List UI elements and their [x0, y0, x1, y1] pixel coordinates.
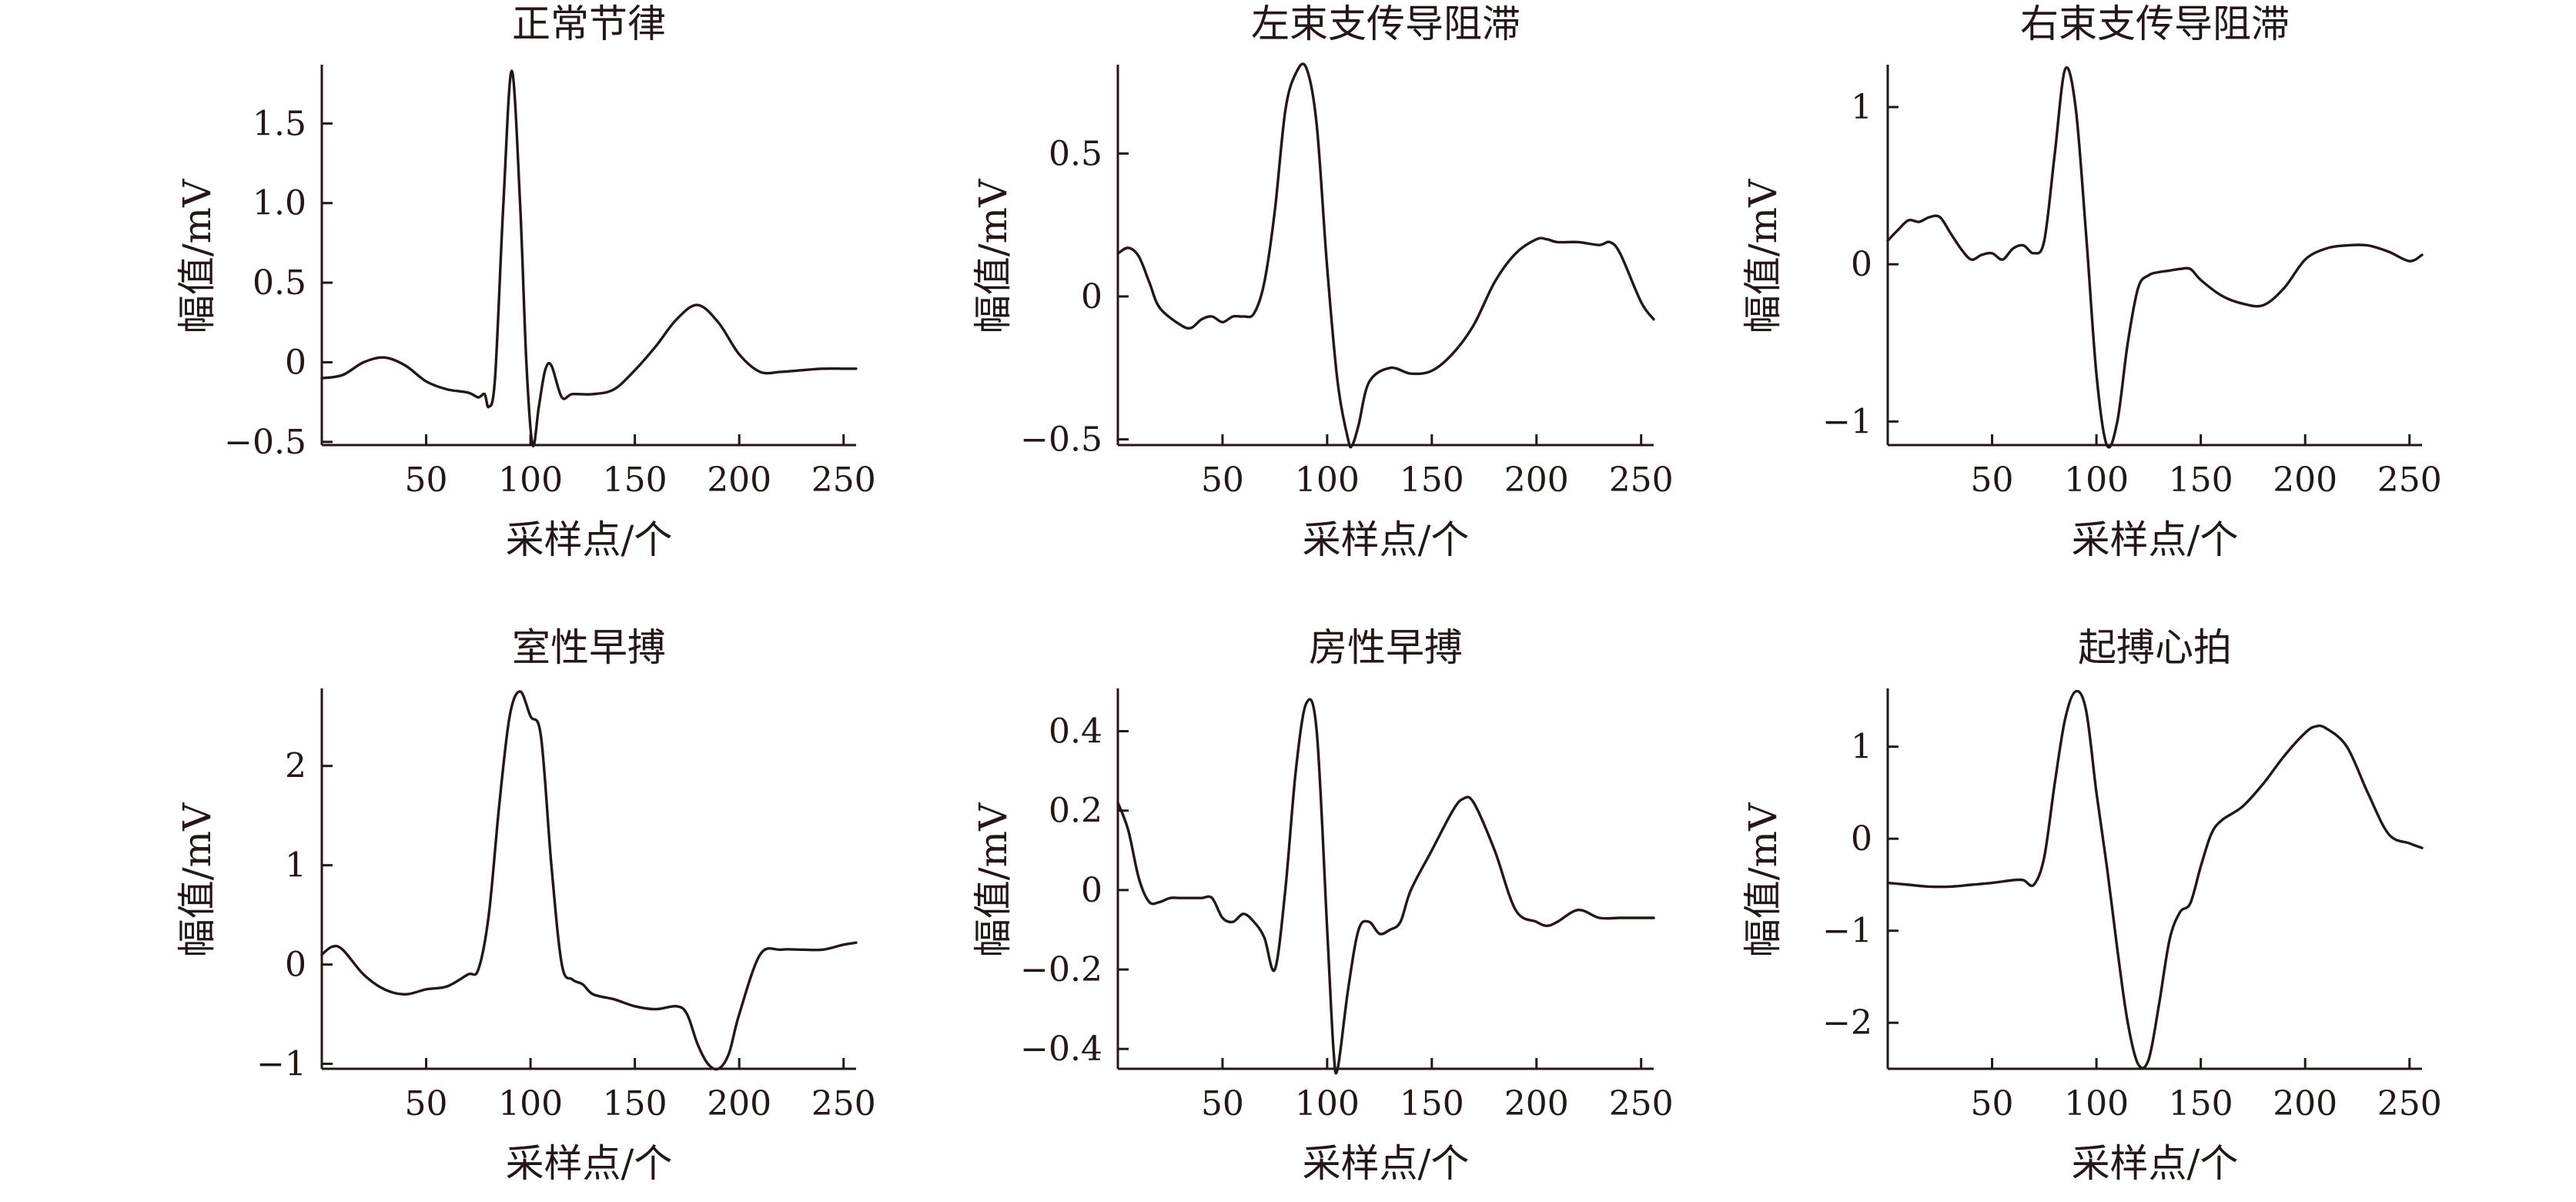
y-tick-label: −0.5	[224, 423, 306, 462]
x-axis-label: 采样点/个	[506, 517, 673, 562]
chart-panel-3: 右束支传导阻滞 50 100 150 200 250 −1 0 1 采样点/个 幅值/mV	[1741, 2, 2442, 562]
y-tick-label: 0.5	[1049, 134, 1102, 173]
y-tick-label: 1	[1851, 88, 1872, 127]
y-axis-label: 幅值/mV	[1741, 802, 1785, 957]
x-tick-label: 150	[1400, 1084, 1464, 1123]
y-tick-label: 0	[285, 343, 306, 382]
ecg-trace-line	[320, 69, 858, 448]
ecg-trace-line	[1886, 689, 2424, 1070]
x-tick-label: 50	[405, 1084, 448, 1123]
x-tick-label: 200	[707, 1084, 771, 1123]
y-tick-label: 1	[285, 846, 306, 886]
x-tick-label: 150	[603, 1084, 667, 1123]
ecg-trace-line	[1886, 66, 2424, 449]
y-tick-label: 0	[285, 946, 306, 985]
y-tick-label: −2	[1822, 1003, 1872, 1043]
chart-panel-1: 正常节律 50 100 150 200 250 −0.5 0 0.5 1.0 1.5 采样点/个 幅值/…	[175, 2, 876, 562]
y-tick-label: −1	[1822, 912, 1872, 951]
x-axis-label: 采样点/个	[2072, 1141, 2239, 1186]
x-tick-label: 50	[405, 460, 448, 500]
chart-panel-2: 左束支传导阻滞 50 100 150 200 250 −0.5 0 0.5 采样点/个 幅值/mV	[971, 2, 1674, 562]
x-axis-label: 采样点/个	[1303, 517, 1470, 562]
x-tick-label: 200	[2273, 460, 2337, 500]
chart-panel-5: 房性早搏 50 100 150 200 250 −0.4 −0.2 0 0.2 0.4 采样点/个 幅值…	[971, 625, 1674, 1186]
y-axis-label: 幅值/mV	[971, 802, 1015, 957]
ecg-trace-line	[1116, 698, 1655, 1075]
chart-title: 正常节律	[512, 2, 666, 46]
x-tick-label: 50	[1971, 460, 2014, 500]
chart-panel-4: 室性早搏 50 100 150 200 250 −1 0 1 2 采样点/个 幅值/mV	[175, 625, 876, 1186]
x-tick-label: 150	[2169, 460, 2233, 500]
chart-title: 房性早搏	[1309, 625, 1463, 670]
x-axis-label: 采样点/个	[2072, 517, 2239, 562]
chart-panel-6: 起搏心拍 50 100 150 200 250 −2 −1 0 1 采样点/个 幅值/mV	[1741, 625, 2442, 1186]
x-tick-label: 100	[1295, 460, 1360, 500]
y-tick-label: 1.0	[253, 184, 306, 223]
chart-title: 左束支传导阻滞	[1251, 2, 1521, 46]
x-tick-label: 150	[2169, 1084, 2233, 1123]
y-axis-label: 幅值/mV	[175, 179, 219, 333]
y-tick-label: 0.4	[1049, 712, 1102, 752]
x-tick-label: 200	[1504, 460, 1569, 500]
y-axis-label: 幅值/mV	[971, 179, 1015, 333]
x-tick-label: 250	[1609, 1084, 1674, 1123]
y-tick-label: 1.5	[253, 104, 306, 143]
y-tick-label: 0	[1851, 819, 1872, 859]
x-axis-label: 采样点/个	[1303, 1141, 1470, 1186]
y-axis-label: 幅值/mV	[175, 802, 219, 957]
y-tick-label: 1	[1851, 728, 1872, 767]
x-tick-label: 50	[1201, 460, 1244, 500]
x-tick-label: 50	[1971, 1084, 2014, 1123]
x-tick-label: 250	[811, 1084, 876, 1123]
y-tick-label: 2	[285, 747, 306, 786]
x-tick-label: 250	[811, 460, 876, 500]
x-tick-label: 100	[2064, 460, 2129, 500]
x-tick-label: 200	[2273, 1084, 2337, 1123]
y-tick-label: 0.5	[253, 263, 306, 303]
x-tick-label: 250	[2377, 1084, 2442, 1123]
x-tick-label: 100	[2064, 1084, 2129, 1123]
y-tick-label: 0	[1081, 277, 1102, 316]
y-tick-label: 0.2	[1049, 792, 1102, 831]
y-axis-label: 幅值/mV	[1741, 179, 1785, 333]
ecg-trace-line	[320, 690, 858, 1071]
x-tick-label: 100	[498, 460, 563, 500]
x-tick-label: 200	[1504, 1084, 1569, 1123]
x-tick-label: 150	[1400, 460, 1464, 500]
y-tick-label: −0.4	[1020, 1030, 1102, 1069]
x-axis-label: 采样点/个	[506, 1141, 673, 1186]
chart-title: 右束支传导阻滞	[2020, 2, 2290, 46]
x-tick-label: 100	[1295, 1084, 1360, 1123]
chart-title: 室性早搏	[512, 625, 666, 670]
x-tick-label: 200	[707, 460, 771, 500]
x-tick-label: 250	[1609, 460, 1674, 500]
x-tick-label: 50	[1201, 1084, 1244, 1123]
ecg-trace-line	[1116, 62, 1655, 449]
y-tick-label: 0	[1081, 871, 1102, 910]
y-tick-label: −1	[256, 1045, 306, 1084]
y-tick-label: −1	[1822, 402, 1872, 441]
chart-title: 起搏心拍	[2078, 625, 2232, 670]
y-tick-label: 0	[1851, 245, 1872, 284]
y-tick-label: −0.5	[1020, 420, 1102, 460]
x-tick-label: 150	[603, 460, 667, 500]
y-tick-label: −0.2	[1020, 950, 1102, 989]
x-tick-label: 100	[498, 1084, 563, 1123]
x-tick-label: 250	[2377, 460, 2442, 500]
